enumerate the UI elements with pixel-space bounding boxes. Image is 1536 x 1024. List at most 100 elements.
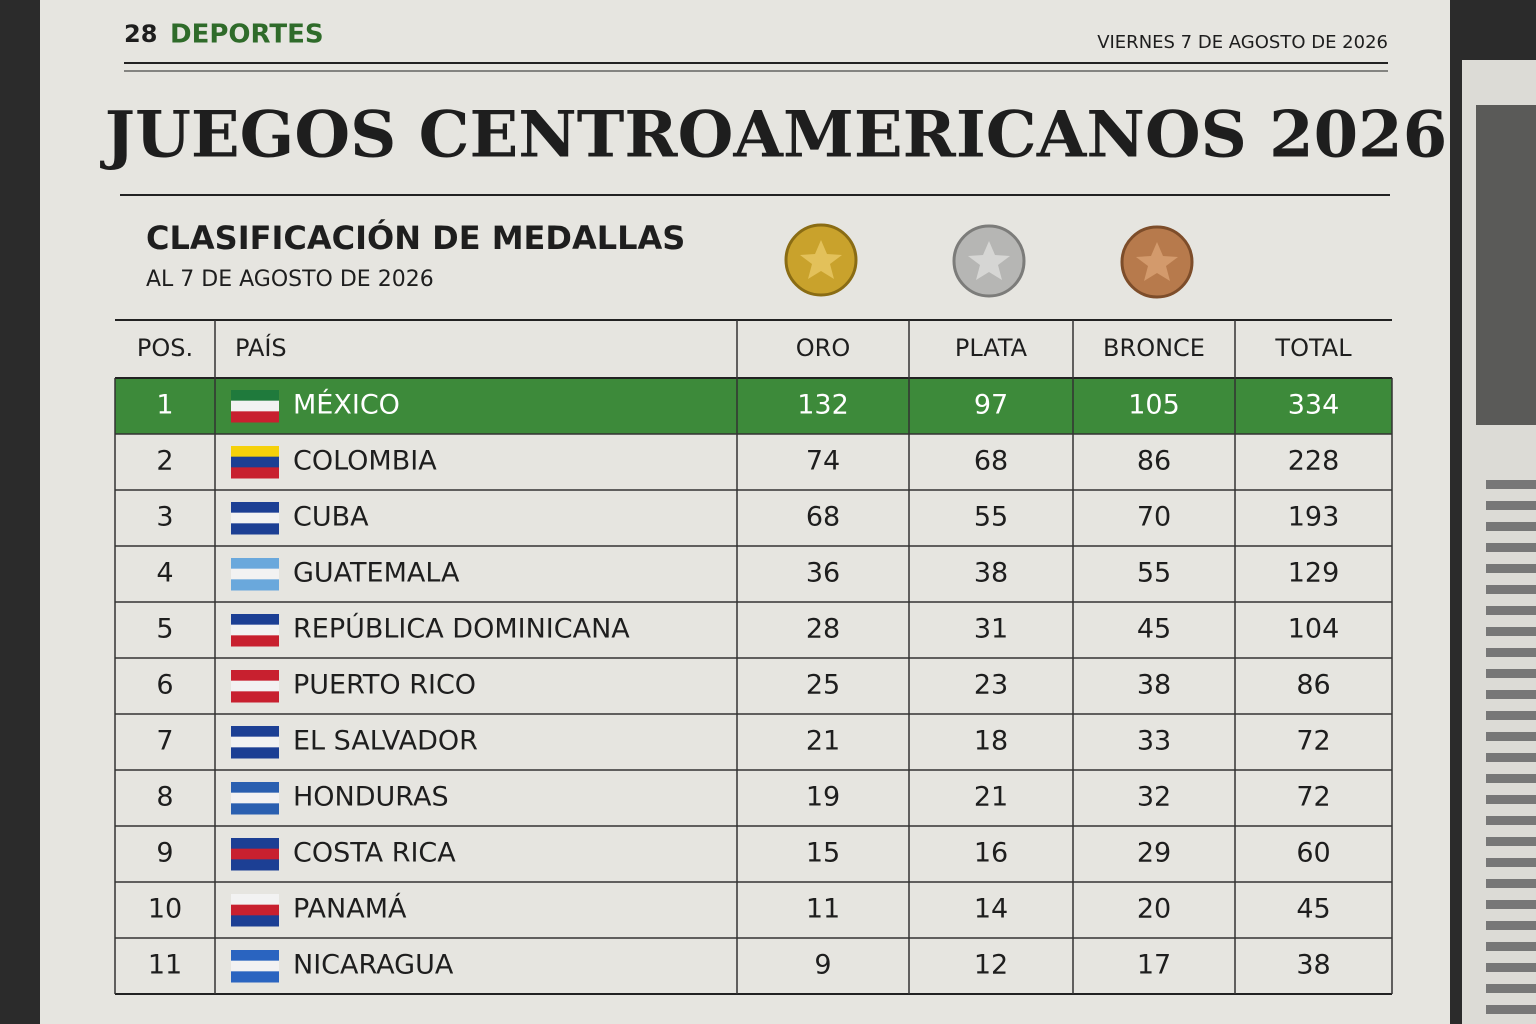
flag-stripe [231,960,279,972]
flag-stripe [231,915,279,927]
cell-value: 334 [1288,390,1340,421]
cell-value: 86 [1137,446,1171,477]
cell-value: 36 [806,558,840,589]
cell-value: 2 [156,446,173,477]
cell-value: 32 [1137,782,1171,813]
text-line [1486,585,1536,594]
flag-stripe [231,971,279,983]
cell-value: 1 [156,390,173,421]
country-name: COSTA RICA [293,838,456,869]
column-header: ORO [796,334,850,362]
text-line [1486,522,1536,531]
cell-value: 228 [1288,446,1340,477]
country-name: EL SALVADOR [293,726,478,757]
flag-stripe [231,894,279,906]
text-line [1486,942,1536,951]
cell-value: 7 [156,726,173,757]
cell-value: 15 [806,838,840,869]
flag-stripe [231,400,279,412]
country-name: MÉXICO [293,389,400,421]
cell-value: 25 [806,670,840,701]
cell-value: 4 [156,558,173,589]
cell-value: 5 [156,614,173,645]
country-name: NICARAGUA [293,950,454,981]
cell-value: 16 [974,838,1008,869]
flag-stripe [231,614,279,626]
cell-value: 19 [806,782,840,813]
flag-stripe [231,726,279,738]
flag-stripe [231,691,279,703]
cell-value: 11 [806,894,840,925]
cell-value: 132 [797,390,849,421]
flag-stripe [231,838,279,850]
cell-value: 20 [1137,894,1171,925]
cell-value: 104 [1288,614,1340,645]
cell-value: 31 [974,614,1008,645]
text-line [1486,963,1536,972]
cell-value: 3 [156,502,173,533]
flag-stripe [231,904,279,916]
cell-value: 14 [974,894,1008,925]
cell-value: 105 [1128,390,1180,421]
flag-stripe [231,859,279,871]
gold-medal [784,223,858,297]
text-line [1486,900,1536,909]
title: JUEGOS CENTROAMERICANOS 2026 [100,98,1447,173]
text-line [1486,564,1536,573]
flag-stripe [231,502,279,514]
column-text [1486,480,1536,1014]
flag-stripe [231,736,279,748]
flag-stripe [231,950,279,962]
country-name: PANAMÁ [293,893,407,925]
cell-value: 45 [1137,614,1171,645]
cell-value: 129 [1288,558,1340,589]
cell-value: 38 [974,558,1008,589]
text-line [1486,921,1536,930]
text-line [1486,648,1536,657]
cell-value: 72 [1296,726,1330,757]
cell-value: 70 [1137,502,1171,533]
text-line [1486,1005,1536,1014]
text-line [1486,669,1536,678]
flag-stripe [231,467,279,479]
country-name: GUATEMALA [293,558,460,589]
text-line [1486,816,1536,825]
cell-value: 33 [1137,726,1171,757]
flag-stripe [231,803,279,815]
text-line [1486,501,1536,510]
flag-stripe [231,411,279,423]
column-header: PLATA [955,334,1028,362]
text-line [1486,606,1536,615]
subtitle-date: AL 7 DE AGOSTO DE 2026 [146,267,434,292]
text-line [1486,837,1536,846]
flag-stripe [231,579,279,591]
photo [1476,105,1536,425]
flag-stripe [231,568,279,580]
text-line [1486,690,1536,699]
cell-value: 86 [1296,670,1330,701]
text-line [1486,480,1536,489]
cell-value: 21 [974,782,1008,813]
cell-value: 60 [1296,838,1330,869]
cell-value: 8 [156,782,173,813]
flag-stripe [231,512,279,524]
date: VIERNES 7 DE AGOSTO DE 2026 [1097,32,1388,53]
flag-stripe [231,523,279,535]
country-name: REPÚBLICA DOMINICANA [293,613,630,645]
text-line [1486,984,1536,993]
cell-value: 18 [974,726,1008,757]
subtitle: CLASIFICACIÓN DE MEDALLAS [146,218,685,257]
country-name: PUERTO RICO [293,670,476,701]
flag-stripe [231,848,279,860]
cell-value: 45 [1296,894,1330,925]
flag-stripe [231,446,279,458]
text-line [1486,879,1536,888]
cell-value: 17 [1137,950,1171,981]
cell-value: 72 [1296,782,1330,813]
country-name: COLOMBIA [293,446,437,477]
cell-value: 38 [1137,670,1171,701]
section: DEPORTES [170,20,324,50]
page-number: 28 [124,20,157,48]
